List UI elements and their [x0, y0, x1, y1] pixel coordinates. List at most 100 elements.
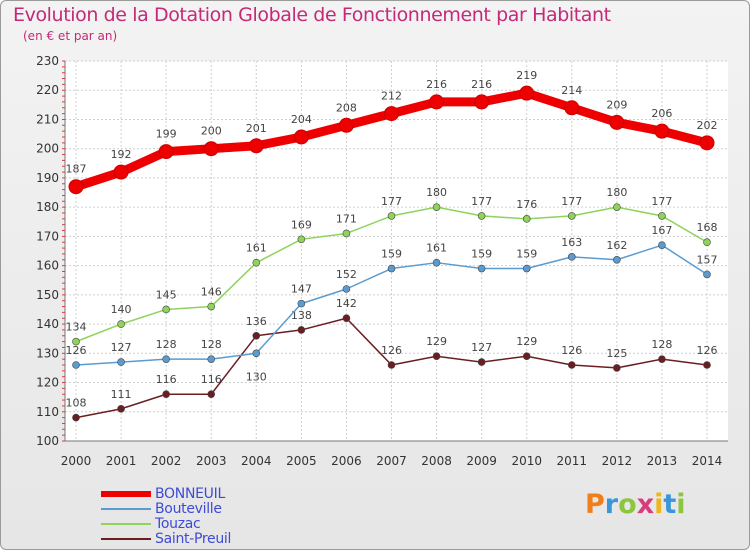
data-label-saint-preuil: 126: [697, 344, 718, 357]
data-point-touzac: [432, 203, 441, 211]
data-label-bouteville: 159: [516, 248, 537, 261]
y-tick-label: 180: [36, 200, 59, 214]
data-point-bonneuil: [293, 129, 309, 145]
data-label-bonneuil: 204: [291, 113, 312, 126]
data-point-bouteville: [162, 355, 170, 363]
data-point-bonneuil: [248, 138, 264, 154]
data-point-touzac: [387, 212, 396, 220]
data-label-bonneuil: 219: [516, 69, 537, 82]
data-point-bonneuil: [429, 94, 445, 110]
logo-letter: x: [636, 489, 655, 520]
logo-letter: i: [676, 489, 686, 520]
x-tick-label: 2013: [647, 454, 678, 468]
data-point-touzac: [522, 215, 531, 223]
y-tick-label: 100: [36, 434, 59, 448]
logo-letter: t: [663, 489, 677, 520]
data-label-saint-preuil: 116: [201, 373, 222, 386]
data-label-bonneuil: 200: [201, 125, 222, 138]
data-point-touzac: [703, 238, 711, 247]
data-point-bonneuil: [654, 123, 670, 139]
data-label-bonneuil: 206: [651, 107, 672, 120]
data-label-saint-preuil: 129: [426, 335, 447, 348]
data-label-touzac: 177: [561, 195, 582, 208]
data-point-touzac: [207, 302, 216, 311]
data-label-bonneuil: 199: [156, 128, 177, 141]
data-point-bouteville: [117, 358, 125, 366]
data-point-saint-preuil: [658, 355, 666, 363]
x-tick-label: 2003: [196, 454, 227, 468]
data-label-saint-preuil: 127: [471, 341, 492, 354]
data-label-touzac: 177: [651, 195, 672, 208]
data-label-saint-preuil: 142: [336, 297, 357, 310]
data-label-bonneuil: 192: [111, 148, 132, 161]
x-tick-label: 2000: [61, 454, 92, 468]
data-point-bouteville: [297, 299, 306, 308]
data-point-touzac: [252, 258, 261, 267]
legend-label-bouteville: Bouteville: [155, 501, 222, 517]
data-point-touzac: [162, 305, 170, 314]
data-label-bonneuil: 214: [561, 84, 582, 97]
data-label-saint-preuil: 126: [561, 344, 582, 357]
legend-swatch-saint-preuil: [101, 538, 151, 540]
data-label-bouteville: 167: [651, 224, 672, 237]
x-tick-label: 2007: [376, 454, 407, 468]
data-point-bonneuil: [384, 106, 399, 122]
y-tick-label: 130: [36, 346, 59, 360]
data-point-saint-preuil: [72, 413, 80, 422]
data-point-bouteville: [567, 253, 576, 261]
x-tick-label: 2001: [106, 454, 137, 468]
data-point-bonneuil: [564, 100, 580, 116]
data-point-bouteville: [658, 241, 666, 249]
data-label-bouteville: 161: [426, 242, 447, 255]
x-tick-label: 2008: [421, 454, 452, 468]
data-point-bouteville: [613, 255, 621, 264]
data-point-bonneuil: [113, 164, 129, 180]
data-label-bouteville: 128: [201, 338, 222, 351]
logo-letter: i: [654, 489, 664, 520]
logo-letter: r: [604, 489, 619, 520]
y-tick-label: 120: [36, 376, 59, 390]
legend-label-touzac: Touzac: [155, 516, 201, 532]
data-label-touzac: 146: [201, 286, 222, 299]
data-label-bonneuil: 216: [471, 78, 492, 91]
data-label-bouteville: 130: [246, 370, 267, 383]
data-point-touzac: [297, 235, 306, 244]
data-point-bouteville: [522, 264, 531, 273]
data-label-bonneuil: 209: [606, 98, 627, 111]
y-tick-label: 200: [36, 142, 59, 156]
x-tick-label: 2010: [511, 454, 542, 468]
data-label-bouteville: 159: [471, 248, 492, 261]
data-label-touzac: 140: [111, 303, 132, 316]
y-tick-label: 230: [36, 54, 59, 68]
data-point-bonneuil: [474, 94, 490, 110]
data-point-bouteville: [342, 285, 351, 293]
data-point-saint-preuil: [342, 314, 351, 323]
legend-label-bonneuil: BONNEUIL: [155, 486, 225, 502]
chart-title: Evolution de la Dotation Globale de Fonc…: [13, 4, 611, 26]
data-label-bonneuil: 212: [381, 90, 402, 103]
data-point-bonneuil: [699, 135, 715, 151]
data-label-touzac: 161: [246, 242, 267, 255]
data-point-touzac: [567, 212, 576, 220]
data-point-bouteville: [477, 264, 486, 273]
data-point-touzac: [342, 229, 351, 238]
data-point-bouteville: [252, 349, 261, 358]
data-label-bonneuil: 202: [697, 119, 718, 132]
logo-letter: o: [618, 489, 637, 520]
y-tick-label: 140: [36, 317, 59, 331]
data-point-bonneuil: [338, 117, 354, 133]
data-point-bonneuil: [609, 114, 625, 130]
data-point-touzac: [613, 203, 621, 211]
data-label-saint-preuil: 125: [606, 347, 627, 360]
data-point-bouteville: [72, 361, 80, 369]
data-point-saint-preuil: [387, 361, 396, 369]
data-label-bonneuil: 208: [336, 101, 357, 114]
data-point-saint-preuil: [252, 331, 261, 340]
y-tick-label: 170: [36, 229, 59, 243]
data-label-touzac: 134: [66, 321, 87, 334]
y-tick-label: 220: [36, 83, 59, 97]
data-point-bonneuil: [519, 85, 535, 101]
legend-swatch-bouteville: [101, 508, 151, 510]
data-label-saint-preuil: 116: [156, 373, 177, 386]
